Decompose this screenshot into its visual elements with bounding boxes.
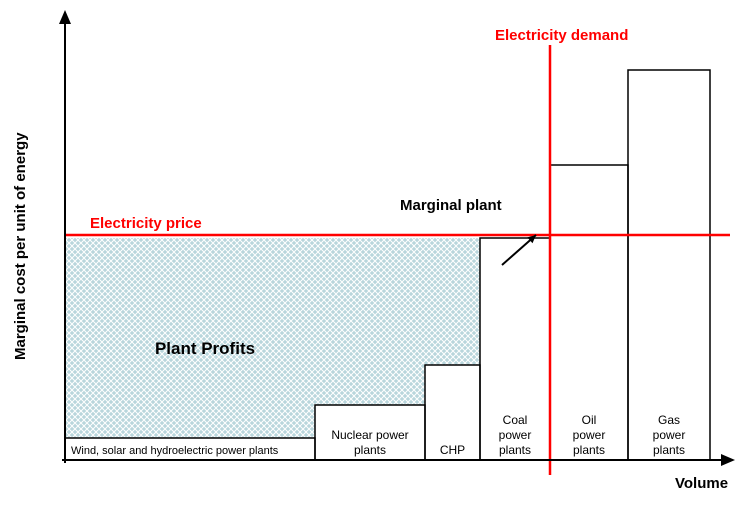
bar-label: Gas: [658, 413, 680, 427]
x-axis-arrow: [721, 454, 735, 466]
bar-label: plants: [499, 443, 531, 457]
bar-label: Oil: [582, 413, 597, 427]
bar-label: plants: [653, 443, 685, 457]
x-axis-label: Volume: [675, 475, 728, 492]
profit-region: [65, 238, 480, 438]
bar: [628, 70, 710, 460]
bar-label: power: [653, 428, 686, 442]
bar-label: power: [573, 428, 606, 442]
bar-label: Coal: [503, 413, 528, 427]
bar-label: plants: [354, 443, 386, 457]
y-axis-label: Marginal cost per unit of energy: [12, 132, 29, 360]
bar-label: plants: [573, 443, 605, 457]
profit-label: Plant Profits: [155, 339, 255, 358]
bar-label: Nuclear power: [331, 428, 408, 442]
bar-label: power: [499, 428, 532, 442]
y-axis-arrow: [59, 10, 71, 24]
bar-label: CHP: [440, 443, 465, 457]
bar-label: Wind, solar and hydroelectric power plan…: [71, 445, 279, 457]
merit-order-chart: Wind, solar and hydroelectric power plan…: [0, 0, 748, 513]
price-label: Electricity price: [90, 215, 202, 232]
marginal-label: Marginal plant: [400, 197, 502, 214]
chart-svg: Wind, solar and hydroelectric power plan…: [0, 0, 748, 513]
demand-label: Electricity demand: [495, 27, 628, 44]
